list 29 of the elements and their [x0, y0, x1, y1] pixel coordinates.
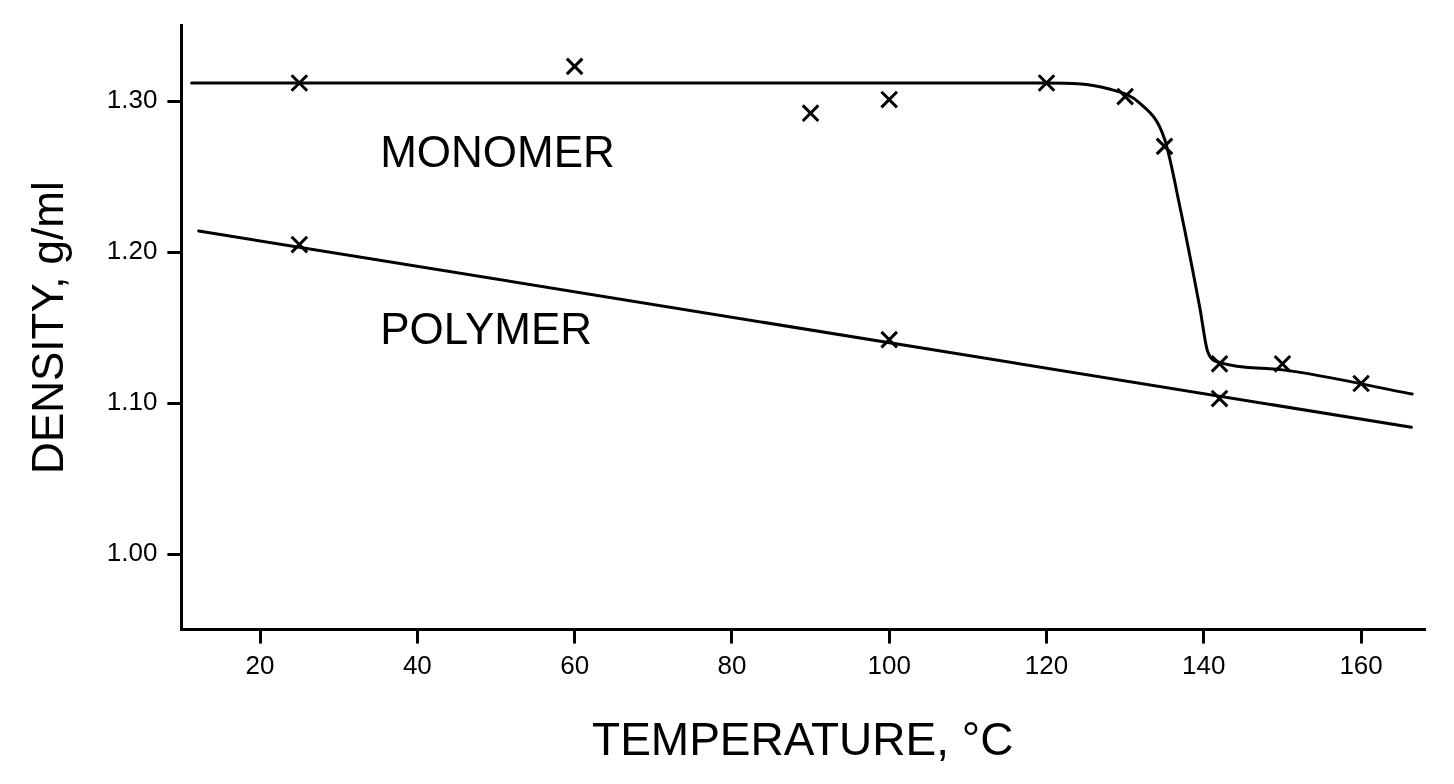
y-tick-label: 1.10 — [106, 386, 158, 417]
point — [879, 330, 899, 349]
x-tick-label: 80 — [717, 650, 747, 681]
point — [290, 235, 309, 254]
y-axis-title: DENSITY, g/ml — [22, 181, 72, 474]
series-label: MONOMER — [380, 127, 615, 177]
y-tick-label: 1.00 — [106, 537, 158, 568]
x-tick-label: 120 — [1024, 650, 1069, 681]
point — [1273, 354, 1292, 374]
point — [1351, 374, 1371, 393]
point — [1037, 73, 1056, 93]
series-label: POLYMER — [380, 304, 593, 354]
x-tick-label: 140 — [1182, 650, 1226, 681]
point — [290, 73, 309, 93]
y-tick-label: 1.20 — [106, 235, 158, 266]
x-tick-label: 20 — [245, 650, 275, 681]
x-tick-label: 100 — [867, 650, 911, 681]
point — [1210, 389, 1229, 408]
x-tick-label: 60 — [560, 650, 590, 681]
point — [1115, 87, 1135, 106]
x-tick-label: 160 — [1339, 650, 1383, 681]
y-tick-label: 1.30 — [106, 84, 158, 115]
point — [1210, 354, 1229, 374]
point — [1155, 137, 1174, 156]
point — [565, 57, 584, 76]
point — [801, 103, 820, 123]
x-axis-title: TEMPERATURE, °C — [592, 713, 1014, 766]
x-tick-label: 40 — [402, 650, 432, 681]
point — [879, 90, 899, 109]
